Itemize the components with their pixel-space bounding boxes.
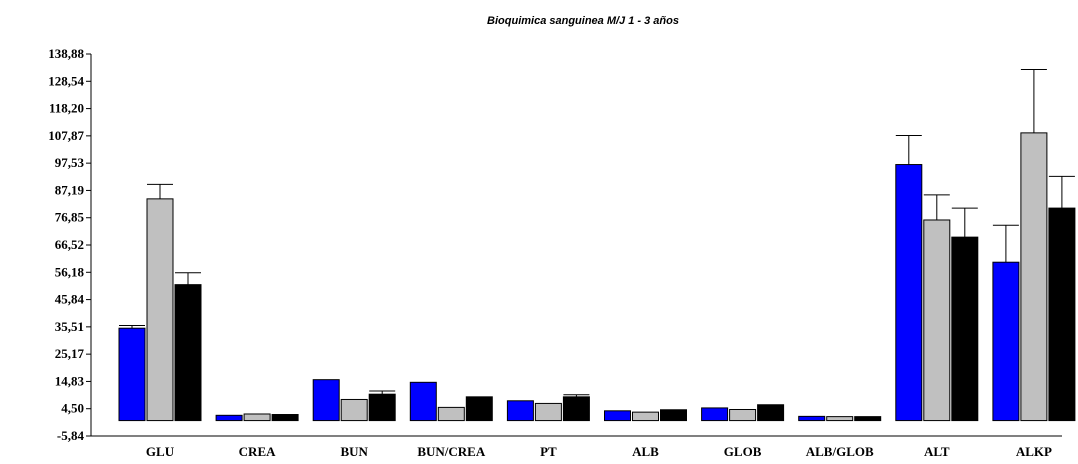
bar	[215, 414, 243, 422]
bars	[118, 132, 1076, 422]
y-tick-label: 56,18	[55, 264, 85, 279]
bar	[1048, 207, 1076, 422]
bar	[534, 402, 562, 422]
x-category-label: GLOB	[724, 444, 762, 459]
bar	[368, 393, 396, 422]
x-category-label: ALB	[632, 444, 659, 459]
x-axis: GLU CREA BUN BUN/CREA PT ALB GLOB ALB/GLOB ALT AL…	[91, 435, 1062, 459]
y-tick-label: 107,87	[48, 128, 84, 143]
y-tick-label: 35,51	[55, 319, 84, 334]
x-category-label: ALKP	[1016, 444, 1052, 459]
bar	[757, 404, 785, 422]
y-tick-label: 97,53	[55, 155, 85, 170]
y-tick-label: 14,83	[55, 373, 85, 388]
y-tick-label: 87,19	[55, 182, 85, 197]
bar	[506, 400, 534, 422]
bar	[409, 381, 437, 422]
bar	[174, 284, 202, 422]
bar	[146, 198, 174, 422]
y-tick-label: 128,54	[48, 73, 84, 88]
bar	[465, 396, 493, 422]
x-category-label: PT	[540, 444, 557, 459]
bar	[562, 396, 590, 422]
bar	[701, 407, 729, 422]
y-tick-label: 45,84	[55, 292, 85, 307]
y-tick-label: 76,85	[55, 210, 85, 225]
bar	[729, 408, 757, 422]
bar	[854, 416, 882, 422]
bar	[951, 236, 979, 422]
y-tick-label: 138,88	[48, 46, 84, 61]
y-tick-label: -5,84	[57, 428, 85, 443]
bar	[243, 413, 271, 422]
bar	[340, 398, 368, 422]
x-category-label: BUN	[340, 444, 368, 459]
x-category-label: CREA	[239, 444, 276, 459]
bar	[895, 164, 923, 422]
y-tick-label: 25,17	[55, 346, 85, 361]
x-category-label: ALT	[924, 444, 950, 459]
bar	[826, 416, 854, 422]
x-category-label: ALB/GLOB	[806, 444, 874, 459]
error-bars	[119, 69, 1075, 397]
y-tick-label: 4,50	[61, 401, 84, 416]
bar	[312, 379, 340, 422]
bar	[437, 406, 465, 422]
bar	[992, 261, 1020, 422]
chart-title: Bioquimica sanguinea M/J 1 - 3 años	[487, 15, 679, 27]
bar	[118, 327, 146, 422]
x-category-label: GLU	[146, 444, 175, 459]
bar	[632, 411, 659, 422]
bar	[798, 415, 826, 422]
bar	[604, 410, 631, 422]
y-tick-label: 66,52	[55, 237, 84, 252]
y-axis: -5,84 4,50 14,83 25,17 35,51 45,84 56,18 66,52 7…	[48, 46, 92, 443]
x-category-label: BUN/CREA	[417, 444, 486, 459]
bar	[660, 409, 687, 422]
bar	[923, 219, 951, 422]
bar	[1020, 132, 1048, 422]
bar	[271, 414, 299, 422]
y-tick-label: 118,20	[49, 101, 84, 116]
